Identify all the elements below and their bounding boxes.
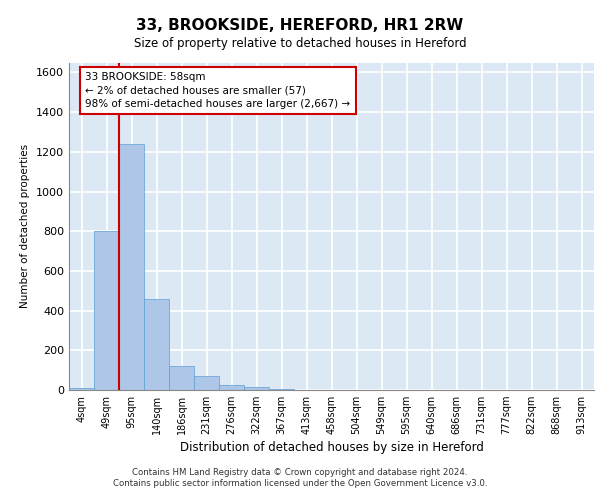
Bar bbox=[69, 388, 94, 390]
Bar bbox=[119, 144, 144, 390]
Bar bbox=[144, 298, 169, 390]
Bar bbox=[219, 385, 244, 390]
Text: Size of property relative to detached houses in Hereford: Size of property relative to detached ho… bbox=[134, 38, 466, 51]
Bar bbox=[244, 387, 269, 390]
Text: Contains HM Land Registry data © Crown copyright and database right 2024.
Contai: Contains HM Land Registry data © Crown c… bbox=[113, 468, 487, 487]
Bar bbox=[194, 376, 219, 390]
Text: 33 BROOKSIDE: 58sqm
← 2% of detached houses are smaller (57)
98% of semi-detache: 33 BROOKSIDE: 58sqm ← 2% of detached hou… bbox=[85, 72, 350, 109]
Bar bbox=[269, 389, 294, 390]
Text: 33, BROOKSIDE, HEREFORD, HR1 2RW: 33, BROOKSIDE, HEREFORD, HR1 2RW bbox=[136, 18, 464, 32]
Bar bbox=[169, 366, 194, 390]
Bar bbox=[94, 231, 119, 390]
X-axis label: Distribution of detached houses by size in Hereford: Distribution of detached houses by size … bbox=[179, 442, 484, 454]
Y-axis label: Number of detached properties: Number of detached properties bbox=[20, 144, 31, 308]
